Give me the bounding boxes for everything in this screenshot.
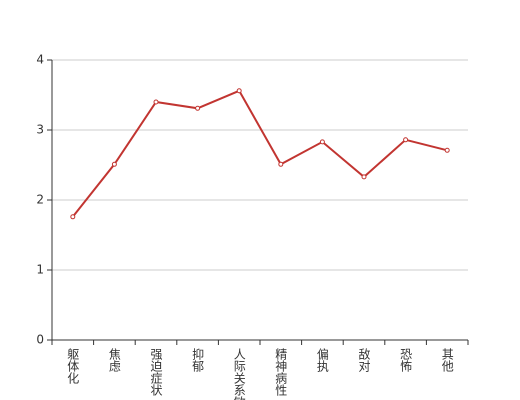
y-tick-label: 1 xyxy=(36,263,44,277)
point xyxy=(361,174,367,180)
x-tick-label: 强迫症状 xyxy=(149,348,163,396)
x-tick-label: 精神病性 xyxy=(274,348,288,397)
y-tick-label: 0 xyxy=(36,333,44,347)
x-tick-label: 抑郁 xyxy=(191,347,205,373)
point xyxy=(319,139,325,145)
y-tick-label: 4 xyxy=(36,53,44,67)
point xyxy=(236,88,242,94)
point xyxy=(403,137,409,143)
point xyxy=(153,99,159,105)
y-tick-label: 2 xyxy=(36,193,44,207)
x-tick-label: 敌对 xyxy=(357,347,371,372)
line xyxy=(72,89,448,218)
point xyxy=(195,105,201,111)
y-tick-label: 3 xyxy=(36,123,44,137)
x-tick-label: 人际关系敏感 xyxy=(232,348,246,400)
x-tick-label: 焦虑 xyxy=(107,348,121,372)
point xyxy=(278,161,284,167)
x-tick-label: 恐怖 xyxy=(399,348,413,372)
point xyxy=(444,147,450,153)
x-tick-label: 躯体化 xyxy=(66,347,80,385)
x-tick-label: 偏执 xyxy=(315,347,329,373)
point xyxy=(111,161,117,167)
x-tick-label: 其他 xyxy=(440,348,454,372)
point xyxy=(70,214,76,220)
